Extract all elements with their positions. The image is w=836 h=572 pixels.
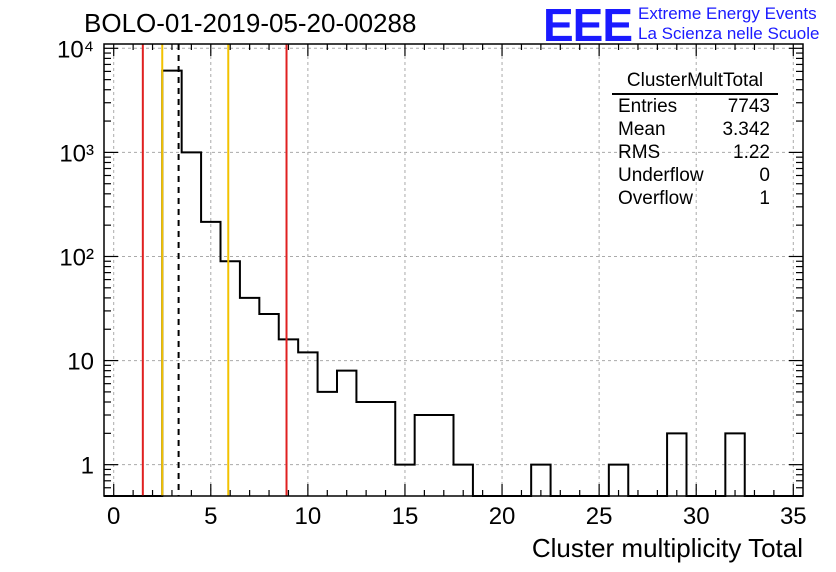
stats-row-overflow: Overflow 1 — [612, 187, 778, 210]
x-tick-label: 10 — [295, 503, 322, 530]
x-tick-label: 5 — [204, 503, 217, 530]
histogram-bin — [376, 402, 395, 496]
stats-value: 3.342 — [722, 119, 770, 140]
x-tick-label: 25 — [586, 503, 613, 530]
logo-text-line2: La Scienza nelle Scuole — [638, 24, 820, 43]
stats-title: ClusterMultTotal — [612, 70, 778, 95]
logo-text-line1: Extreme Energy Events — [638, 4, 817, 23]
histogram-bin — [182, 152, 201, 496]
y-tick-label: 1 — [81, 453, 94, 480]
eee-logo-icon: EEE — [543, 0, 633, 51]
histogram-bin — [279, 339, 298, 496]
y-tick-label: 10² — [59, 244, 94, 271]
histogram-bin — [434, 415, 453, 496]
stats-value: 1.22 — [733, 142, 770, 163]
plot-frame — [103, 43, 804, 497]
stats-value: 1 — [759, 188, 770, 209]
stats-label: Mean — [618, 119, 666, 140]
x-axis-label: Cluster multiplicity Total — [531, 533, 803, 563]
stats-box: ClusterMultTotal Entries 7743 Mean 3.342… — [612, 70, 778, 210]
y-tick-label: 10³ — [59, 140, 94, 167]
histogram-bin — [221, 261, 240, 496]
histogram-bin — [240, 298, 259, 496]
histogram-bin — [356, 402, 375, 496]
histogram-outline — [104, 69, 803, 497]
x-tick-label: 30 — [683, 503, 710, 530]
stats-row-entries: Entries 7743 — [612, 95, 778, 118]
stats-label: Overflow — [618, 188, 693, 209]
histogram-bin — [415, 415, 434, 496]
y-tick-label: 10⁴ — [57, 36, 94, 63]
stats-label: Entries — [618, 96, 678, 117]
y-tick-label: 10 — [67, 349, 94, 376]
x-tick-label: 35 — [780, 503, 807, 530]
histogram-bin — [318, 392, 337, 496]
histogram-bin — [259, 314, 278, 496]
stats-row-underflow: Underflow 0 — [612, 164, 778, 187]
x-tick-label: 20 — [489, 503, 516, 530]
stats-row-mean: Mean 3.342 — [612, 118, 778, 141]
x-tick-label: 0 — [107, 503, 120, 530]
stats-value: 7743 — [727, 96, 770, 117]
stats-label: RMS — [618, 142, 661, 163]
x-tick-label: 15 — [392, 503, 419, 530]
histogram-bin — [337, 371, 356, 496]
chart-title: BOLO-01-2019-05-20-00288 — [84, 8, 417, 38]
stats-row-rms: RMS 1.22 — [612, 141, 778, 164]
stats-label: Underflow — [618, 165, 704, 186]
stats-value: 0 — [759, 165, 770, 186]
